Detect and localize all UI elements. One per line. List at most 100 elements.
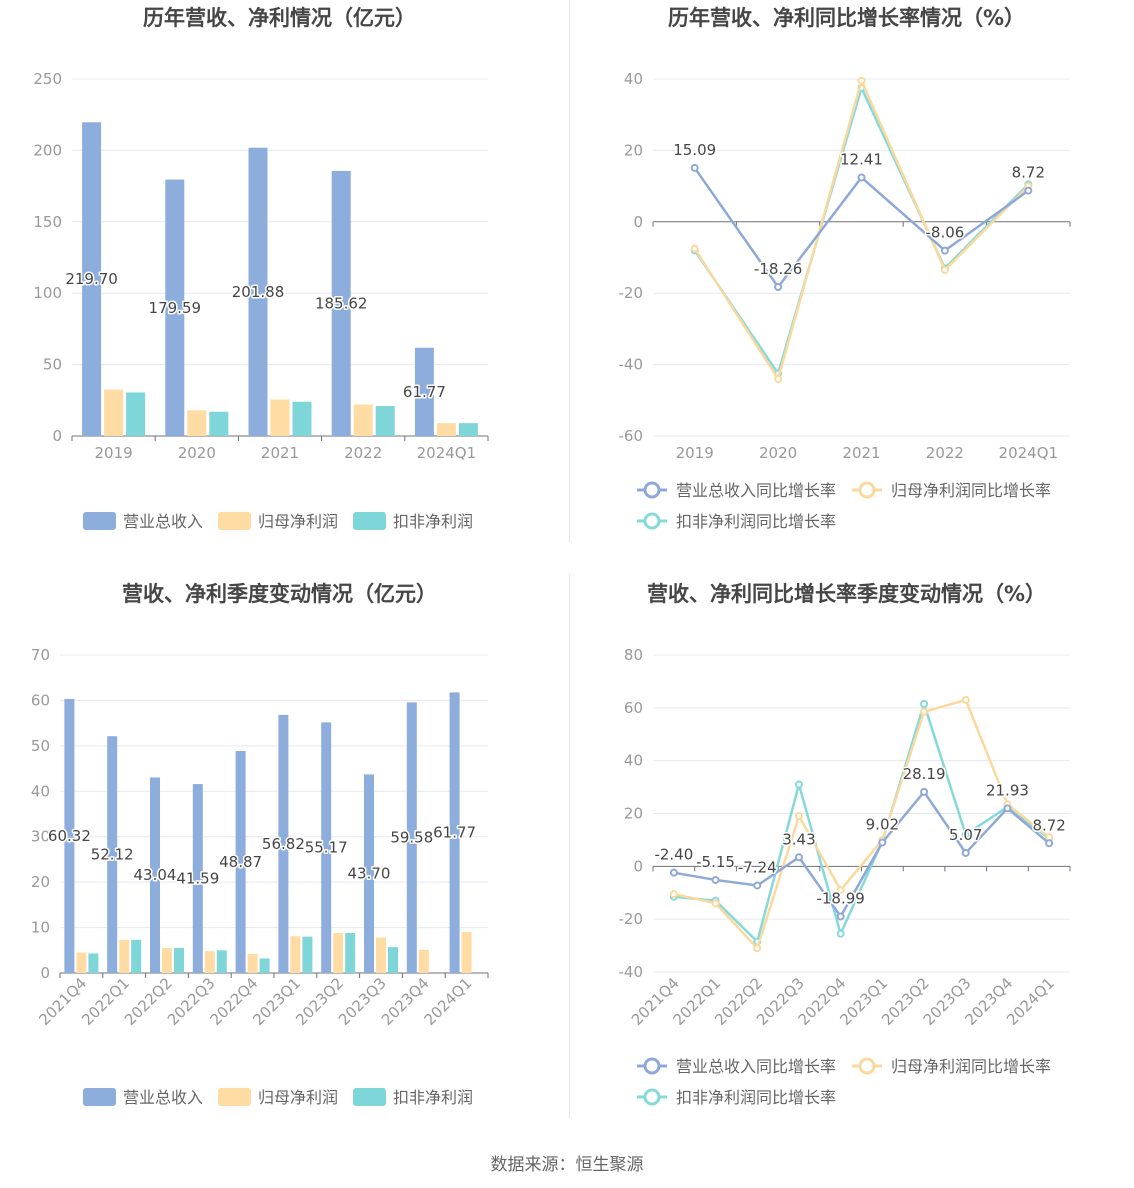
legend-swatch <box>353 1088 386 1106</box>
quarterly-amounts-chart: 营收、净利季度变动情况（亿元） 0 10 20 30 40 50 60 70 2021Q4 2022… <box>0 576 567 1116</box>
legend-marker <box>858 1057 876 1075</box>
legend-marker <box>643 1088 661 1106</box>
annual-amounts-chart: 历年营收、净利情况（亿元） 0 50 100 150 200 250 2019 2020 2021… <box>0 0 567 560</box>
bar-revenue <box>150 777 160 973</box>
line-point <box>774 282 783 291</box>
x-tick-label: 2019 <box>95 444 133 462</box>
legend-swatch <box>83 1088 116 1106</box>
bar-net-profit <box>353 404 373 436</box>
line-data-label: 21.93 <box>986 781 1029 799</box>
y-tick-label: -20 <box>619 284 644 302</box>
y-tick-label: 70 <box>31 646 50 664</box>
line-point <box>669 868 678 877</box>
bar-deducted-profit <box>216 950 227 973</box>
line-data-label: -18.99 <box>816 889 864 907</box>
legend-label: 扣非净利润同比增长率 <box>676 512 836 531</box>
bar-net-profit <box>187 410 207 436</box>
y-tick-label: 30 <box>31 828 50 846</box>
bar-deducted-profit <box>88 953 99 973</box>
bar-revenue <box>449 692 460 973</box>
bar-data-label: 201.88 <box>232 283 285 301</box>
legend-label: 营业总收入 <box>123 1088 203 1107</box>
y-tick-label: 50 <box>43 356 62 374</box>
legend-swatch <box>218 1088 251 1106</box>
legend-label: 营业总收入 <box>123 512 203 531</box>
bar-data-label: 56.82 <box>262 835 305 853</box>
line-data-label: 15.09 <box>673 141 716 159</box>
x-tick-label: 2019 <box>676 444 714 462</box>
y-tick-label: -40 <box>619 356 644 374</box>
bar-deducted-profit <box>375 406 395 436</box>
line-data-label: 8.72 <box>1012 164 1045 182</box>
legend-label: 营业总收入同比增长率 <box>676 481 836 500</box>
bar-revenue <box>235 750 246 973</box>
line-point <box>920 787 929 796</box>
line-point <box>711 899 720 908</box>
bar-data-label: 52.12 <box>91 846 134 864</box>
quarterly-growth-chart: 营收、净利同比增长率季度变动情况（%） -40 -20 0 20 40 60 80 2021Q4… <box>567 576 1134 1116</box>
line-point <box>836 912 845 921</box>
line-point <box>961 830 970 839</box>
chart-title: 历年营收、净利情况（亿元） <box>143 6 416 30</box>
bar-data-label: 43.70 <box>348 865 391 883</box>
x-tick-label: 2024Q1 <box>421 974 476 1029</box>
bar-deducted-profit <box>388 947 398 973</box>
panel-divider-bottom <box>569 574 570 1118</box>
line-point <box>794 853 803 862</box>
bar-deducted-profit <box>174 948 184 973</box>
line-point <box>836 929 845 938</box>
bar-data-label: 185.62 <box>315 294 368 312</box>
legend-swatch <box>218 512 251 530</box>
bar-deducted-profit <box>259 958 270 973</box>
line-point <box>794 812 803 821</box>
bar-net-profit <box>204 951 215 973</box>
line-net-profit <box>693 77 1030 382</box>
line-data-label: -5.15 <box>696 853 735 871</box>
bar-revenue <box>414 347 434 436</box>
line-point <box>753 881 762 890</box>
y-tick-label: 0 <box>52 427 62 445</box>
y-tick-label: 100 <box>33 284 62 302</box>
line-deducted-profit <box>693 84 1030 377</box>
chart-title: 历年营收、净利同比增长率情况（%） <box>668 6 1025 30</box>
line-point <box>1045 839 1054 848</box>
y-tick-label: -20 <box>619 910 644 928</box>
line-data-label: 9.02 <box>866 816 899 834</box>
bar-deducted-profit <box>292 401 312 436</box>
bar-revenue <box>278 714 289 973</box>
legend-swatch <box>83 512 116 530</box>
chart-title: 营收、净利同比增长率季度变动情况（%） <box>647 582 1046 606</box>
bar-deducted-profit <box>126 392 146 436</box>
line-point <box>857 173 866 182</box>
legend-swatch <box>353 512 386 530</box>
bar-net-profit <box>333 933 344 973</box>
data-source-note: 数据来源：恒生聚源 <box>490 1155 644 1175</box>
line-data-label: -2.40 <box>654 846 693 864</box>
y-tick-label: 40 <box>624 752 643 770</box>
bar-net-profit <box>461 932 472 973</box>
chart-svg: 营收、净利同比增长率季度变动情况（%）-40-200204060802021Q4… <box>619 582 1071 1107</box>
bar-data-label: 219.70 <box>65 270 118 288</box>
y-tick-label: 0 <box>633 857 643 875</box>
legend-marker <box>643 512 661 530</box>
chart-title: 营收、净利季度变动情况（亿元） <box>122 582 437 606</box>
line-point <box>961 695 970 704</box>
bar-data-label: 55.17 <box>305 839 348 857</box>
bar-data-label: 60.32 <box>48 827 91 845</box>
bar-deducted-profit <box>302 936 313 973</box>
legend-label: 归母净利润 <box>258 512 338 531</box>
bar-data-label: 43.04 <box>134 866 177 884</box>
x-tick-label: 2022 <box>344 444 382 462</box>
bar-revenue <box>364 774 374 973</box>
bar-revenue <box>107 736 118 973</box>
y-tick-label: 50 <box>31 737 50 755</box>
bar-net-profit <box>270 399 290 436</box>
legend-label: 扣非净利润同比增长率 <box>676 1088 836 1107</box>
panel-divider-top <box>569 0 570 542</box>
line-data-label: 28.19 <box>903 765 946 783</box>
line-data-label: 8.72 <box>1032 816 1065 834</box>
legend-marker <box>643 1057 661 1075</box>
x-tick-label: 2022 <box>926 444 964 462</box>
legend-marker <box>858 481 876 499</box>
x-tick-label: 2021 <box>842 444 880 462</box>
